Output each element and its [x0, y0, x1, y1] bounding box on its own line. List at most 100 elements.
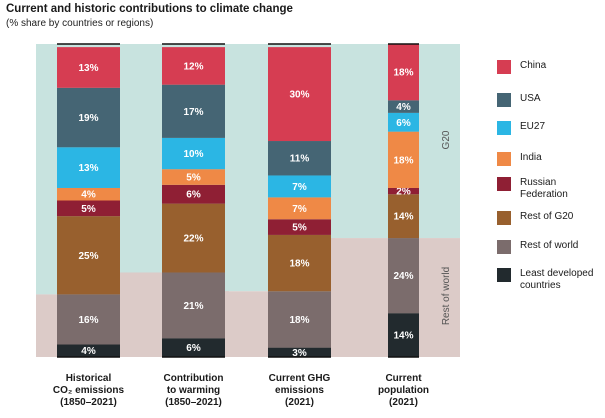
bar-india	[388, 131, 419, 188]
bar-usa	[268, 141, 331, 176]
bar-rest-of-g20	[57, 216, 120, 295]
bar-india	[57, 187, 120, 201]
band-label-g20: G20	[441, 130, 452, 149]
bar-least-developed-countries	[388, 313, 419, 357]
data-label-russian-federation: 6%	[186, 190, 201, 201]
category-label: (2021)	[285, 397, 314, 408]
legend-label: Rest of world	[520, 240, 579, 251]
bar-russian-federation	[162, 184, 225, 204]
legend-item-rest-of-world: Rest of world	[497, 240, 578, 254]
legend-swatch	[497, 177, 511, 191]
legend-swatch	[497, 93, 511, 107]
bar-china	[268, 47, 331, 142]
bars: 4% 16% 25% 5% 4% 13% 19% 13% 6% 21% 22% 6% 5% 10% 17% 1…	[57, 43, 419, 359]
data-label-rest-of-world: 18%	[289, 315, 309, 326]
category-label: (2021)	[389, 397, 418, 408]
bar-china	[388, 44, 419, 101]
legend-item-rest-of-g20: Rest of G20	[497, 211, 573, 225]
data-label-least-developed-countries: 6%	[186, 343, 201, 354]
bar-rest-of-world	[268, 291, 331, 348]
bar-china	[57, 47, 120, 88]
bar-rest-of-g20	[388, 194, 419, 239]
bar-russian-federation	[388, 187, 419, 195]
category-label: Historical	[66, 373, 112, 384]
bar-russian-federation	[268, 219, 331, 235]
legend-label: India	[520, 152, 542, 163]
data-label-rest-of-world: 21%	[183, 301, 203, 312]
category-label: Contribution	[164, 373, 224, 384]
legend-label: USA	[520, 93, 541, 104]
data-label-eu27: 13%	[78, 163, 98, 174]
data-label-usa: 11%	[290, 154, 310, 165]
bar-eu27	[162, 137, 225, 170]
bar-rest-of-g20	[162, 203, 225, 273]
bar-india	[268, 197, 331, 220]
bar-eu27	[57, 147, 120, 188]
data-label-usa: 17%	[183, 107, 203, 118]
bar-rest-of-world	[162, 272, 225, 339]
category-label: (1850–2021)	[60, 397, 117, 408]
category-label: population	[378, 385, 429, 396]
legend-label: Least developed countries	[520, 268, 594, 291]
data-label-china: 18%	[393, 68, 413, 79]
legend-label: EU27	[520, 121, 546, 132]
category-label: emissions	[275, 385, 324, 396]
data-label-eu27: 7%	[292, 182, 307, 193]
data-label-china: 30%	[289, 90, 309, 101]
category-label: CO₂ emissions	[53, 385, 125, 396]
bar-usa	[57, 87, 120, 148]
legend-swatch	[497, 268, 511, 282]
legend-swatch	[497, 152, 511, 166]
data-label-rest-of-world: 16%	[78, 315, 98, 326]
data-label-eu27: 6%	[396, 118, 411, 129]
data-label-rest-of-g20: 14%	[393, 212, 413, 223]
bar-eu27	[388, 112, 419, 132]
bar-rest-of-world	[388, 238, 419, 314]
data-label-least-developed-countries: 4%	[81, 346, 96, 357]
legend-swatch	[497, 121, 511, 135]
bar-least-developed-countries	[57, 344, 120, 357]
legend-label: Russian Federation	[520, 177, 568, 200]
category-label: Current	[385, 373, 422, 384]
data-label-russian-federation: 5%	[292, 223, 307, 234]
data-label-india: 5%	[186, 173, 201, 184]
data-label-usa: 4%	[396, 102, 411, 113]
bar-least-developed-countries	[162, 338, 225, 357]
legend-swatch	[497, 211, 511, 225]
bar-rest-of-world	[57, 294, 120, 345]
legend-item-india: India	[497, 152, 542, 166]
data-label-rest-of-g20: 18%	[289, 259, 309, 270]
data-label-russian-federation: 5%	[81, 204, 96, 215]
legend-item-china: China	[497, 60, 546, 74]
bar-eu27	[268, 175, 331, 198]
legend-label: Rest of G20	[520, 211, 574, 222]
data-label-usa: 19%	[78, 113, 98, 124]
legend-swatch	[497, 240, 511, 254]
legend-item-least-developed-countries: Least developed countries	[497, 268, 602, 292]
chart-title: Current and historic contributions to cl…	[6, 3, 293, 15]
bar-india	[162, 169, 225, 185]
legend-item-eu27: EU27	[497, 121, 545, 135]
bar-china	[162, 47, 225, 85]
data-label-rest-of-g20: 22%	[183, 234, 203, 245]
bar-rest-of-g20	[268, 234, 331, 292]
data-label-china: 13%	[78, 63, 98, 74]
data-label-rest-of-world: 24%	[393, 271, 413, 282]
bar-usa	[388, 100, 419, 113]
category-label: (1850–2021)	[165, 397, 222, 408]
data-label-eu27: 10%	[183, 149, 203, 160]
data-label-russian-federation: 2%	[396, 187, 411, 198]
bar-least-developed-countries	[268, 347, 331, 357]
legend-item-usa: USA	[497, 93, 541, 107]
legend-swatch	[497, 60, 511, 74]
data-label-rest-of-g20: 25%	[78, 251, 98, 262]
legend-item-russian-federation: Russian Federation	[497, 177, 602, 201]
data-label-china: 12%	[183, 61, 203, 72]
data-label-india: 7%	[292, 204, 307, 215]
data-label-india: 18%	[393, 155, 413, 166]
bar-russian-federation	[57, 200, 120, 217]
data-label-least-developed-countries: 14%	[393, 331, 413, 342]
band-label-rest-of-world: Rest of world	[441, 267, 452, 325]
